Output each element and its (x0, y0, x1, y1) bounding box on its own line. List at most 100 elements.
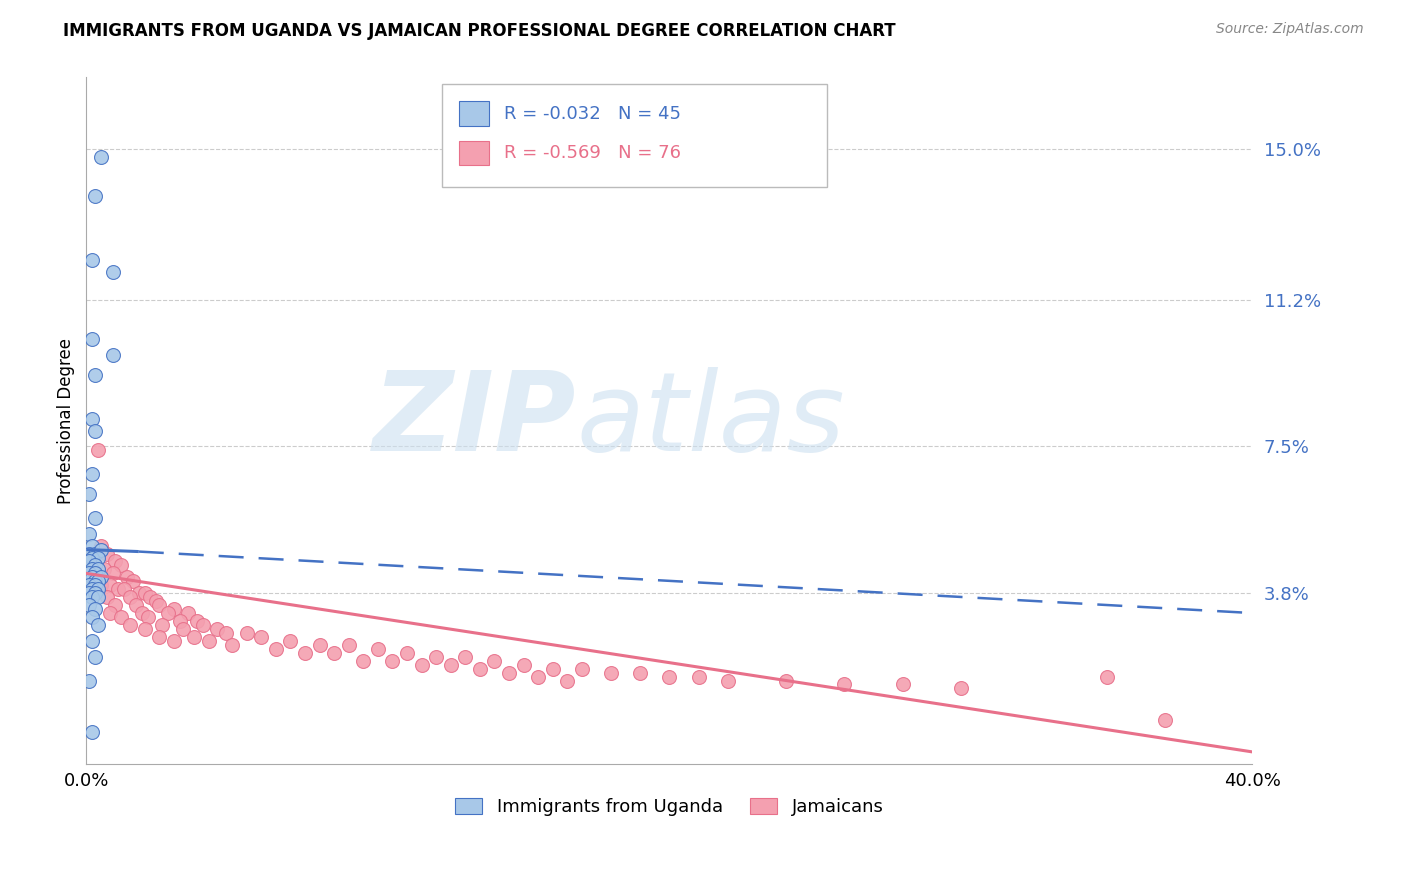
FancyBboxPatch shape (441, 85, 827, 187)
Point (367, 641, 389, 656)
Point (112, 582, 135, 597)
Point (294, 646, 316, 660)
Point (84, 547, 107, 561)
Point (90, 539, 112, 553)
Point (145, 594, 167, 608)
Point (118, 618, 141, 632)
Point (118, 590, 141, 604)
Point (87, 618, 110, 632)
Point (84, 566, 107, 581)
Point (77, 566, 100, 581)
Point (250, 630, 273, 644)
Point (82, 725, 104, 739)
Point (628, 665, 651, 680)
Point (197, 633, 219, 648)
Point (82, 590, 104, 604)
Point (395, 646, 418, 660)
Point (84, 368, 107, 382)
Point (191, 618, 214, 632)
Point (96, 590, 118, 604)
Text: ZIP: ZIP (373, 368, 576, 475)
Point (221, 638, 243, 652)
Point (82, 562, 104, 576)
Point (84, 649, 107, 664)
Point (104, 598, 127, 612)
Point (107, 582, 129, 597)
Point (101, 348, 124, 362)
Point (527, 669, 550, 683)
Point (131, 606, 153, 620)
Point (77, 673, 100, 688)
Point (139, 590, 162, 604)
Point (82, 252, 104, 267)
Point (98, 606, 121, 620)
Point (425, 649, 447, 664)
Point (440, 657, 463, 672)
Y-axis label: Professional Degree: Professional Degree (58, 338, 75, 504)
Point (128, 586, 150, 600)
Point (156, 606, 179, 620)
Text: atlas: atlas (576, 368, 845, 475)
Point (308, 638, 330, 652)
Point (87, 582, 110, 597)
Point (87, 574, 110, 589)
Point (84, 586, 107, 600)
Point (84, 574, 107, 589)
Point (82, 582, 104, 597)
Point (122, 574, 145, 589)
Point (163, 602, 186, 616)
Point (571, 662, 593, 676)
Point (658, 669, 681, 683)
Point (557, 673, 579, 688)
Point (337, 638, 360, 652)
Point (381, 654, 404, 668)
Point (163, 633, 186, 648)
Point (87, 562, 110, 576)
Point (77, 586, 100, 600)
Point (101, 265, 124, 279)
Point (77, 598, 100, 612)
Point (101, 566, 124, 581)
Point (468, 662, 491, 676)
Point (115, 570, 138, 584)
Point (93, 562, 115, 576)
Point (148, 630, 170, 644)
Point (84, 511, 107, 525)
Point (82, 610, 104, 624)
Point (125, 598, 148, 612)
Point (411, 657, 433, 672)
Point (235, 626, 257, 640)
Point (172, 622, 194, 636)
Point (77, 578, 100, 592)
Point (82, 633, 104, 648)
Point (84, 424, 107, 438)
Text: R = -0.032   N = 45: R = -0.032 N = 45 (503, 105, 681, 123)
Point (110, 558, 132, 573)
Point (82, 332, 104, 346)
Point (169, 614, 191, 628)
Point (98, 578, 121, 592)
Point (352, 654, 374, 668)
Point (82, 539, 104, 553)
Point (90, 578, 112, 592)
Point (82, 411, 104, 425)
Point (484, 654, 506, 668)
Point (90, 542, 112, 557)
Point (84, 189, 107, 203)
Point (949, 681, 972, 696)
Point (84, 558, 107, 573)
Point (498, 665, 520, 680)
Point (84, 578, 107, 592)
FancyBboxPatch shape (460, 102, 489, 126)
Point (87, 590, 110, 604)
Point (110, 610, 132, 624)
Point (215, 626, 238, 640)
Point (688, 669, 710, 683)
Point (512, 657, 534, 672)
Text: IMMIGRANTS FROM UGANDA VS JAMAICAN PROFESSIONAL DEGREE CORRELATION CHART: IMMIGRANTS FROM UGANDA VS JAMAICAN PROFE… (63, 22, 896, 40)
Text: R = -0.569   N = 76: R = -0.569 N = 76 (503, 144, 681, 162)
Point (541, 662, 564, 676)
Point (136, 610, 159, 624)
Point (186, 614, 208, 628)
Point (87, 550, 110, 565)
